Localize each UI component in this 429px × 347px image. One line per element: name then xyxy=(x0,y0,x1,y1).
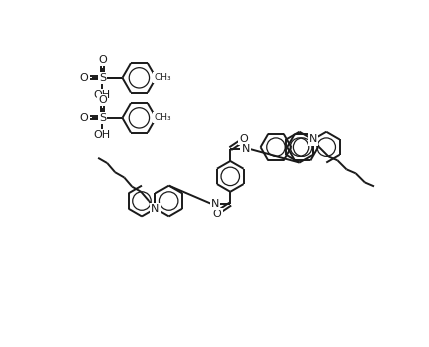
Text: O: O xyxy=(80,73,88,83)
Text: O: O xyxy=(98,95,107,105)
Text: O: O xyxy=(239,134,248,144)
Text: N: N xyxy=(242,144,250,154)
Text: CH₃: CH₃ xyxy=(154,73,171,82)
Text: OH: OH xyxy=(94,90,111,100)
Text: N: N xyxy=(309,134,317,144)
Text: OH: OH xyxy=(94,130,111,140)
Text: S: S xyxy=(99,113,106,123)
Text: N: N xyxy=(151,204,160,214)
Text: N: N xyxy=(211,199,219,209)
Text: S: S xyxy=(99,73,106,83)
Text: O: O xyxy=(98,55,107,65)
Text: O: O xyxy=(213,209,221,219)
Text: CH₃: CH₃ xyxy=(154,113,171,122)
Text: O: O xyxy=(80,113,88,123)
